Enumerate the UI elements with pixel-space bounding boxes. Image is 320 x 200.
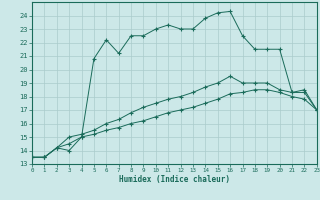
X-axis label: Humidex (Indice chaleur): Humidex (Indice chaleur) (119, 175, 230, 184)
